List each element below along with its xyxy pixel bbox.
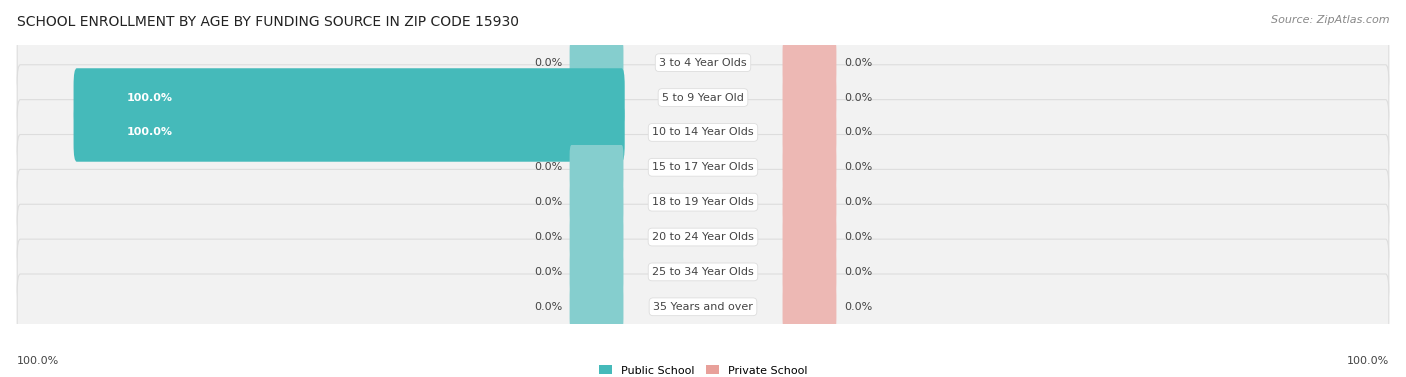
FancyBboxPatch shape: [73, 68, 624, 127]
Text: 100.0%: 100.0%: [127, 92, 173, 103]
Text: 100.0%: 100.0%: [1347, 356, 1389, 366]
Text: 5 to 9 Year Old: 5 to 9 Year Old: [662, 92, 744, 103]
Text: 0.0%: 0.0%: [844, 267, 872, 277]
FancyBboxPatch shape: [783, 250, 837, 294]
Text: 0.0%: 0.0%: [534, 267, 562, 277]
FancyBboxPatch shape: [17, 169, 1389, 235]
FancyBboxPatch shape: [17, 239, 1389, 305]
Text: 0.0%: 0.0%: [534, 302, 562, 312]
FancyBboxPatch shape: [17, 204, 1389, 270]
Text: 0.0%: 0.0%: [534, 197, 562, 207]
Text: 100.0%: 100.0%: [17, 356, 59, 366]
Text: 15 to 17 Year Olds: 15 to 17 Year Olds: [652, 162, 754, 172]
FancyBboxPatch shape: [17, 135, 1389, 200]
FancyBboxPatch shape: [783, 110, 837, 155]
Text: 0.0%: 0.0%: [844, 92, 872, 103]
FancyBboxPatch shape: [783, 215, 837, 259]
Text: 0.0%: 0.0%: [844, 302, 872, 312]
Text: 35 Years and over: 35 Years and over: [652, 302, 754, 312]
FancyBboxPatch shape: [569, 285, 623, 329]
Text: 100.0%: 100.0%: [127, 127, 173, 138]
Text: 0.0%: 0.0%: [844, 127, 872, 138]
FancyBboxPatch shape: [17, 65, 1389, 130]
FancyBboxPatch shape: [783, 40, 837, 85]
FancyBboxPatch shape: [569, 145, 623, 190]
Text: 10 to 14 Year Olds: 10 to 14 Year Olds: [652, 127, 754, 138]
Text: 20 to 24 Year Olds: 20 to 24 Year Olds: [652, 232, 754, 242]
FancyBboxPatch shape: [73, 103, 624, 162]
Legend: Public School, Private School: Public School, Private School: [595, 361, 811, 377]
Text: 0.0%: 0.0%: [844, 197, 872, 207]
Text: 25 to 34 Year Olds: 25 to 34 Year Olds: [652, 267, 754, 277]
FancyBboxPatch shape: [569, 250, 623, 294]
Text: Source: ZipAtlas.com: Source: ZipAtlas.com: [1271, 15, 1389, 25]
FancyBboxPatch shape: [783, 145, 837, 190]
Text: 0.0%: 0.0%: [534, 232, 562, 242]
Text: 0.0%: 0.0%: [844, 232, 872, 242]
FancyBboxPatch shape: [783, 180, 837, 224]
FancyBboxPatch shape: [17, 100, 1389, 165]
Text: SCHOOL ENROLLMENT BY AGE BY FUNDING SOURCE IN ZIP CODE 15930: SCHOOL ENROLLMENT BY AGE BY FUNDING SOUR…: [17, 15, 519, 29]
FancyBboxPatch shape: [17, 274, 1389, 340]
Text: 0.0%: 0.0%: [844, 58, 872, 68]
FancyBboxPatch shape: [783, 285, 837, 329]
FancyBboxPatch shape: [17, 30, 1389, 95]
FancyBboxPatch shape: [783, 75, 837, 120]
Text: 0.0%: 0.0%: [534, 58, 562, 68]
FancyBboxPatch shape: [569, 215, 623, 259]
Text: 3 to 4 Year Olds: 3 to 4 Year Olds: [659, 58, 747, 68]
FancyBboxPatch shape: [569, 40, 623, 85]
Text: 0.0%: 0.0%: [844, 162, 872, 172]
Text: 0.0%: 0.0%: [534, 162, 562, 172]
FancyBboxPatch shape: [569, 180, 623, 224]
Text: 18 to 19 Year Olds: 18 to 19 Year Olds: [652, 197, 754, 207]
